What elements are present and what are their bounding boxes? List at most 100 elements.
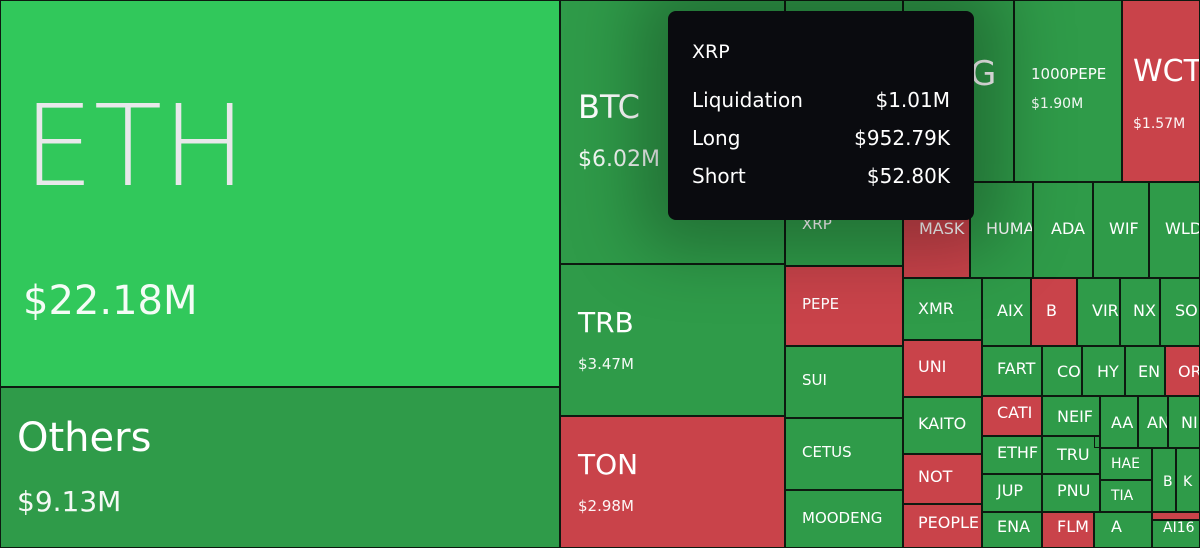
tile-ni-37[interactable]: NI xyxy=(1168,396,1200,448)
tile-a-48[interactable]: A xyxy=(1094,512,1152,548)
tile-vir-25[interactable]: VIR xyxy=(1077,278,1120,346)
tile-symbol: HAE xyxy=(1111,456,1140,472)
tile-symbol: Others xyxy=(17,415,152,461)
tile-wct-11[interactable]: WCT $1.57M xyxy=(1122,0,1200,182)
tile-symbol: NEIF xyxy=(1057,407,1093,426)
tile-not-21[interactable]: NOT xyxy=(903,454,982,504)
tile-symbol: NI xyxy=(1181,413,1198,432)
tile-flm-47[interactable]: FLM xyxy=(1042,512,1094,548)
tile-so-27[interactable]: SO xyxy=(1160,278,1200,346)
tile-moodeng-9[interactable]: MOODENG xyxy=(785,490,903,548)
tile-cati-33[interactable]: CATI xyxy=(982,396,1042,436)
tile-symbol: 1000PEPE xyxy=(1031,65,1107,83)
tile-symbol: KAITO xyxy=(918,414,967,433)
tile-symbol: G xyxy=(970,54,997,94)
tile-tile-51[interactable] xyxy=(1094,436,1100,448)
tile-symbol: A xyxy=(1111,517,1122,536)
tile-symbol: TRU xyxy=(1057,445,1090,464)
tile-value: $9.13M xyxy=(17,485,122,518)
tile-symbol: MASK xyxy=(919,219,965,238)
tile-symbol: AN xyxy=(1147,413,1168,432)
tile-symbol: SO xyxy=(1175,301,1198,320)
tile-symbol: TRB xyxy=(578,306,634,339)
tile-eth-0[interactable]: ETH $22.18M xyxy=(0,0,560,387)
tile-symbol: ADA xyxy=(1051,219,1085,238)
tile-wif-16[interactable]: WIF xyxy=(1093,182,1149,278)
tooltip-row-liquidation: Liquidation $1.01M xyxy=(692,81,950,119)
tile-ada-15[interactable]: ADA xyxy=(1033,182,1093,278)
tile-symbol: NOT xyxy=(918,467,953,486)
tile-jup-43[interactable]: JUP xyxy=(982,474,1042,512)
tooltip-row-long: Long $952.79K xyxy=(692,119,950,157)
tile-symbol: AI16 xyxy=(1163,520,1195,536)
tile-tru-39[interactable]: TRU xyxy=(1042,436,1100,474)
tile-huma-14[interactable]: HUMA xyxy=(970,182,1033,278)
tile-value: $3.47M xyxy=(578,355,634,373)
tile-symbol: AIX xyxy=(997,301,1024,320)
tile-symbol: WIF xyxy=(1109,219,1139,238)
tile-symbol: PEOPLE xyxy=(918,513,980,532)
tile-aix-23[interactable]: AIX xyxy=(982,278,1031,346)
tile-uni-19[interactable]: UNI xyxy=(903,340,982,397)
tile-symbol: EN xyxy=(1138,362,1161,381)
tooltip-label: Liquidation xyxy=(692,88,803,112)
tile-symbol: ETH xyxy=(23,82,247,212)
tile-symbol: PEPE xyxy=(802,295,840,313)
tile-symbol: ETHF xyxy=(997,443,1039,462)
tile-others-1[interactable]: Others $9.13M xyxy=(0,387,560,548)
tile-value: $22.18M xyxy=(23,278,198,324)
tile-symbol: XMR xyxy=(918,299,954,318)
tile-symbol: SUI xyxy=(802,371,827,389)
tile-symbol: HUMA xyxy=(986,219,1033,238)
tooltip-label: Long xyxy=(692,126,741,150)
tile-symbol: ENA xyxy=(997,517,1031,536)
tile-kaito-20[interactable]: KAITO xyxy=(903,397,982,454)
tile-pnu-44[interactable]: PNU xyxy=(1042,474,1100,512)
tile-b-24[interactable]: B xyxy=(1031,278,1077,346)
tile-1000pepe-10[interactable]: 1000PEPE $1.90M xyxy=(1014,0,1122,182)
tooltip-value: $952.79K xyxy=(854,126,950,150)
tile-cetus-8[interactable]: CETUS xyxy=(785,418,903,490)
tooltip-value: $52.80K xyxy=(866,164,950,188)
tile-aa-35[interactable]: AA xyxy=(1100,396,1138,448)
tile-en-31[interactable]: EN xyxy=(1125,346,1165,396)
tile-symbol: CATI xyxy=(997,403,1033,422)
tile-xmr-18[interactable]: XMR xyxy=(903,278,982,340)
tile-value: $1.90M xyxy=(1031,96,1084,112)
tile-tile-50[interactable] xyxy=(1152,512,1200,520)
tile-ethf-38[interactable]: ETHF xyxy=(982,436,1042,474)
tile-wld-17[interactable]: WLD xyxy=(1149,182,1200,278)
tooltip-label: Short xyxy=(692,164,746,188)
tile-ai16-49[interactable]: AI16 xyxy=(1152,520,1200,548)
tile-symbol: TON xyxy=(578,448,639,481)
tile-symbol: WLD xyxy=(1165,219,1200,238)
tile-neif-34[interactable]: NEIF xyxy=(1042,396,1100,436)
tile-or-32[interactable]: OR xyxy=(1165,346,1200,396)
tile-symbol: OR xyxy=(1178,362,1200,381)
tile-trb-3[interactable]: TRB $3.47M xyxy=(560,264,785,416)
tile-symbol: CO xyxy=(1057,362,1081,381)
tile-b-41[interactable]: B xyxy=(1152,448,1176,512)
tile-tia-45[interactable]: TIA xyxy=(1100,480,1152,512)
tile-an-36[interactable]: AN xyxy=(1138,396,1168,448)
tile-symbol: K xyxy=(1183,474,1193,490)
tile-hy-30[interactable]: HY xyxy=(1082,346,1125,396)
tile-symbol: NX xyxy=(1133,301,1156,320)
tile-ena-46[interactable]: ENA xyxy=(982,512,1042,548)
tile-ton-4[interactable]: TON $2.98M xyxy=(560,416,785,548)
tile-k-42[interactable]: K xyxy=(1176,448,1200,512)
tile-symbol: FLM xyxy=(1057,517,1089,536)
tile-sui-7[interactable]: SUI xyxy=(785,346,903,418)
tile-fart-28[interactable]: FART xyxy=(982,346,1042,396)
tile-symbol: CETUS xyxy=(802,443,852,461)
tile-people-22[interactable]: PEOPLE xyxy=(903,504,982,548)
tile-symbol: MOODENG xyxy=(802,509,883,527)
tile-value: $1.57M xyxy=(1133,116,1186,132)
tile-symbol: JUP xyxy=(997,481,1024,500)
tooltip-value: $1.01M xyxy=(875,88,950,112)
tile-nx-26[interactable]: NX xyxy=(1120,278,1160,346)
tile-hae-40[interactable]: HAE xyxy=(1100,448,1152,480)
tile-co-29[interactable]: CO xyxy=(1042,346,1082,396)
tile-pepe-6[interactable]: PEPE xyxy=(785,266,903,346)
